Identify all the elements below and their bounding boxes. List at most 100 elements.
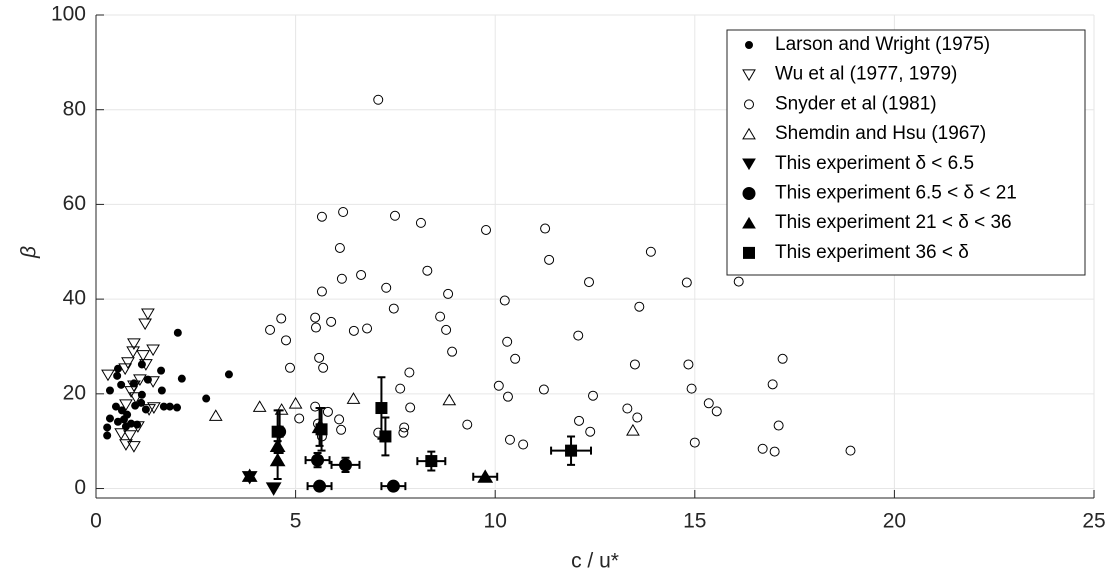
point — [399, 422, 410, 433]
point — [441, 324, 452, 335]
point — [138, 318, 152, 331]
point — [336, 273, 347, 284]
point — [123, 430, 137, 442]
y-tick-label: 100 — [51, 3, 86, 26]
point — [202, 394, 211, 403]
point — [346, 392, 361, 404]
point — [274, 403, 289, 415]
point — [540, 223, 551, 234]
point — [573, 330, 584, 341]
point — [285, 362, 296, 373]
point — [632, 412, 643, 423]
point — [103, 423, 112, 432]
legend-marker — [743, 246, 755, 259]
x-tick-label: 0 — [90, 510, 102, 533]
point — [504, 434, 515, 445]
point — [348, 325, 359, 336]
point — [777, 353, 788, 364]
point — [117, 406, 126, 415]
point — [544, 254, 555, 265]
point — [224, 370, 233, 379]
point — [481, 224, 492, 235]
point — [314, 352, 325, 363]
y-tick-label: 0 — [74, 476, 86, 499]
point — [334, 414, 345, 425]
x-tick-label: 20 — [883, 510, 906, 533]
legend-label: This experiment 36 < δ — [775, 242, 969, 263]
point — [379, 430, 392, 443]
point — [127, 441, 141, 453]
point — [146, 344, 160, 357]
point — [129, 392, 143, 404]
point — [395, 383, 406, 394]
legend-label: Wu et al (1977, 1979) — [775, 64, 957, 85]
point — [733, 276, 744, 287]
legend-label: Shemdin and Hsu (1967) — [775, 123, 986, 144]
x-tick-label: 10 — [484, 510, 507, 533]
point — [703, 398, 714, 409]
point — [103, 431, 112, 440]
point — [111, 402, 120, 411]
point — [119, 399, 133, 412]
x-tick-label: 25 — [1082, 510, 1105, 533]
legend-marker — [742, 69, 756, 82]
point — [177, 374, 186, 383]
legend-marker — [742, 216, 756, 229]
point — [388, 303, 399, 314]
point — [773, 420, 784, 431]
point — [173, 403, 182, 412]
y-tick-label: 40 — [63, 287, 86, 310]
point — [398, 427, 409, 438]
point — [518, 439, 529, 450]
point — [442, 393, 457, 406]
point — [252, 400, 267, 412]
point — [681, 277, 692, 288]
point — [510, 353, 521, 364]
point — [127, 380, 141, 393]
point — [415, 217, 426, 228]
point — [584, 277, 595, 288]
point — [114, 428, 129, 440]
point — [574, 415, 585, 426]
point — [105, 386, 114, 395]
point — [310, 322, 321, 333]
point — [147, 402, 161, 414]
legend-label: This experiment δ < 6.5 — [775, 153, 974, 174]
point — [139, 359, 153, 371]
point — [141, 308, 155, 321]
point — [269, 452, 286, 467]
point — [585, 426, 596, 437]
y-tick-label: 80 — [63, 97, 86, 120]
point — [477, 469, 494, 483]
legend-marker — [742, 127, 756, 140]
point — [462, 419, 473, 430]
x-tick-label: 5 — [290, 510, 302, 533]
point — [173, 328, 182, 337]
point — [565, 444, 578, 457]
point — [127, 338, 141, 351]
y-tick-label: 20 — [63, 381, 86, 404]
point — [683, 359, 694, 370]
point — [157, 366, 166, 375]
y-axis-label: β — [18, 246, 41, 259]
point — [845, 445, 856, 456]
point — [425, 455, 438, 468]
point — [265, 324, 276, 335]
point — [208, 409, 223, 421]
legend-marker — [745, 41, 753, 49]
point — [769, 446, 780, 457]
point — [362, 323, 373, 334]
point — [157, 386, 166, 395]
point — [124, 386, 139, 398]
legend-label: This experiment 6.5 < δ < 21 — [775, 183, 1017, 204]
point — [318, 362, 329, 373]
point — [310, 401, 321, 412]
point — [310, 312, 321, 323]
legend-box — [726, 29, 1086, 276]
legend-label: This experiment 21 < δ < 36 — [775, 212, 1012, 233]
point — [493, 380, 504, 391]
point — [265, 482, 282, 496]
point — [311, 453, 325, 467]
point — [316, 211, 327, 222]
